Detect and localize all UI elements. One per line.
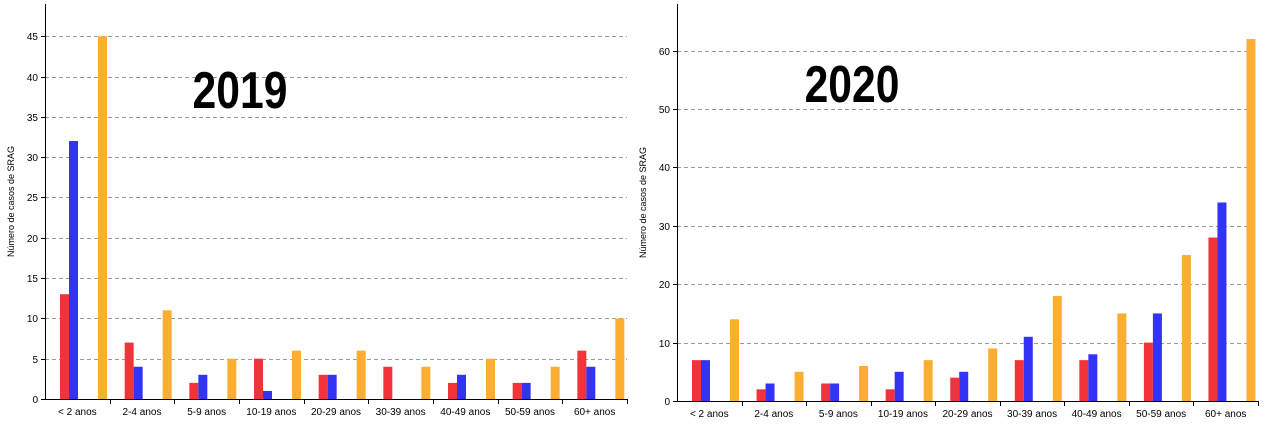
y-tick-label: 50 <box>659 105 671 116</box>
y-tick-label: 0 <box>664 397 670 408</box>
bar <box>1181 255 1191 401</box>
bar <box>133 366 143 399</box>
y-tick-label: 60 <box>659 47 671 58</box>
x-tick-label: 60+ anos <box>574 407 615 418</box>
bar <box>950 377 960 401</box>
x-tick-label: 20-29 anos <box>311 407 361 418</box>
x-tick-label: 40-49 anos <box>1072 409 1122 420</box>
bar <box>69 141 78 399</box>
bar <box>692 360 701 401</box>
bar <box>292 350 301 399</box>
bar <box>1023 336 1033 401</box>
bar <box>356 350 366 399</box>
y-tick-label: 40 <box>27 73 39 84</box>
bar <box>1208 237 1218 401</box>
bar <box>327 374 337 399</box>
x-tick-label: 5-9 anos <box>819 409 858 420</box>
y-tick-label: 20 <box>27 234 39 245</box>
bar <box>421 366 431 399</box>
y-tick-label: 10 <box>27 314 39 325</box>
bar <box>98 36 107 399</box>
x-tick-label: 2-4 anos <box>123 407 162 418</box>
y-tick-label: 25 <box>27 193 39 204</box>
bar <box>318 374 328 399</box>
x-tick-label: 50-59 anos <box>1136 409 1186 420</box>
bar <box>124 342 134 399</box>
y-tick-label: 5 <box>32 355 38 366</box>
y-tick-label: 30 <box>659 222 671 233</box>
bar <box>765 383 775 401</box>
chart-2019: 0 5 10 15 20 25 30 35 40 45 Número de casos de SRA… <box>6 4 628 418</box>
bar <box>1117 313 1127 401</box>
bar <box>959 371 969 401</box>
bar <box>383 366 393 399</box>
bar <box>1052 295 1062 401</box>
bar <box>923 360 933 401</box>
bar <box>701 360 710 401</box>
bar <box>830 383 840 401</box>
x-tick-label: 40-49 anos <box>440 407 490 418</box>
y-axis-label: Número de casos de SRAG <box>6 146 16 257</box>
bar <box>859 365 869 401</box>
bar <box>756 389 766 401</box>
bar <box>1143 342 1153 401</box>
x-tick-label: 30-39 anos <box>376 407 426 418</box>
bar <box>577 350 587 399</box>
x-tick-label: 20-29 anos <box>942 409 992 420</box>
bar <box>1079 360 1089 401</box>
bar <box>1152 313 1162 401</box>
x-tick-label: 2-4 anos <box>754 409 793 420</box>
bar <box>821 383 831 401</box>
bar <box>254 358 263 399</box>
x-tick-label: 5-9 anos <box>187 407 226 418</box>
x-tick-label: 10-19 anos <box>878 409 928 420</box>
bar <box>60 294 69 399</box>
y-tick-label: 15 <box>27 274 39 285</box>
x-tick-label: 10-19 anos <box>246 407 296 418</box>
bar <box>457 374 466 399</box>
chart-2020: 0 10 20 30 40 50 60 Número de casos de SRAG < 2 … <box>638 4 1259 420</box>
chart-title: 2019 <box>193 62 288 120</box>
x-tick-label: < 2 anos <box>690 409 729 420</box>
bar <box>198 374 208 399</box>
bar <box>988 348 998 401</box>
y-tick-label: 10 <box>659 339 671 350</box>
bar <box>512 382 522 399</box>
bar <box>1246 39 1256 401</box>
x-tick-label: 50-59 anos <box>505 407 555 418</box>
bar <box>486 358 495 399</box>
bar <box>521 382 531 399</box>
bar <box>263 390 272 399</box>
x-tick-label: 60+ anos <box>1205 409 1246 420</box>
bar <box>1014 360 1024 401</box>
y-axis-label: Número de casos de SRAG <box>638 147 648 258</box>
y-tick-label: 20 <box>659 280 671 291</box>
y-tick-label: 40 <box>659 163 671 174</box>
y-tick-label: 35 <box>27 113 39 124</box>
bar <box>730 319 739 401</box>
y-tick-label: 0 <box>32 395 38 406</box>
x-tick-label: 30-39 anos <box>1007 409 1057 420</box>
y-tick-label: 45 <box>27 32 39 43</box>
bar <box>894 371 904 401</box>
bar <box>586 366 596 399</box>
y-tick-label: 30 <box>27 153 39 164</box>
bar <box>162 310 172 399</box>
bar <box>885 389 895 401</box>
bar <box>615 318 625 399</box>
x-tick-label: < 2 anos <box>58 407 97 418</box>
bar <box>1217 202 1227 401</box>
bar <box>448 382 457 399</box>
bar <box>189 382 199 399</box>
bar <box>550 366 560 399</box>
bar <box>1088 354 1098 401</box>
bar <box>227 358 237 399</box>
bar <box>794 371 804 401</box>
chart-title: 2020 <box>805 56 900 114</box>
